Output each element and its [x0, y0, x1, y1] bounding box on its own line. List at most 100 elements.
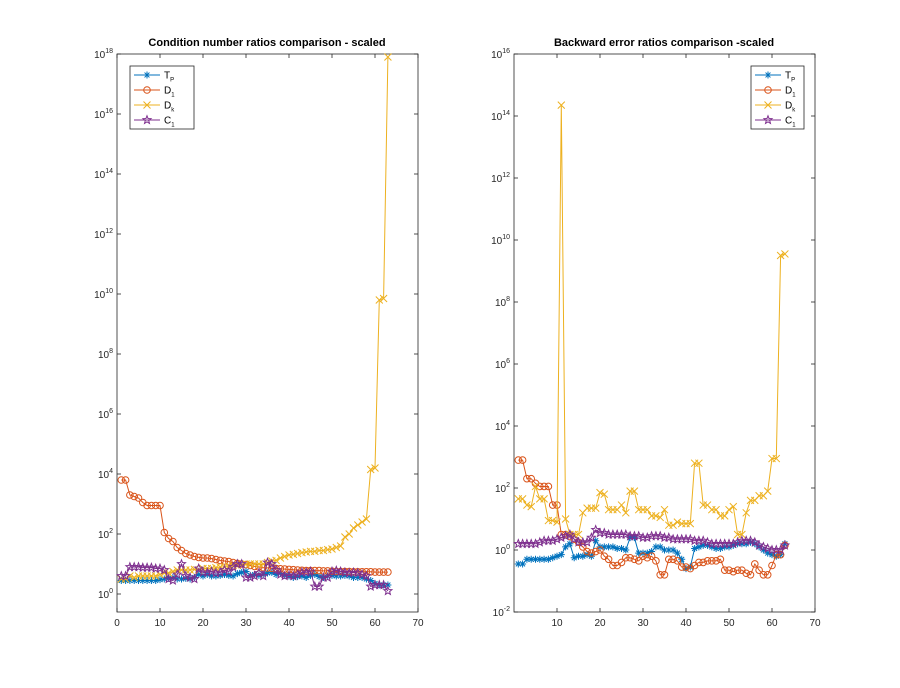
data-point	[229, 572, 237, 580]
series-pentagram	[512, 524, 791, 555]
data-point	[598, 527, 610, 538]
y-tick-label: 1016	[94, 108, 113, 121]
data-point	[156, 576, 164, 584]
data-point	[227, 561, 239, 572]
data-point	[176, 558, 187, 569]
data-point	[379, 294, 388, 303]
data-point	[656, 513, 665, 522]
data-point	[699, 541, 707, 549]
data-point	[147, 501, 156, 510]
data-point	[139, 577, 147, 584]
data-point	[251, 571, 259, 578]
data-point	[753, 539, 765, 550]
data-point	[673, 557, 682, 565]
chart-title: Backward error ratios comparison -scaled	[554, 37, 774, 49]
data-point	[160, 528, 169, 537]
data-point	[536, 555, 544, 563]
data-point	[298, 572, 306, 580]
data-point	[536, 482, 544, 491]
x-tick-label: 40	[283, 618, 295, 629]
data-point	[180, 570, 192, 581]
data-point	[742, 508, 751, 517]
data-point	[708, 557, 716, 565]
y-tick-label: 104	[495, 420, 510, 433]
data-point	[531, 482, 540, 491]
y-tick-label: 100	[495, 544, 510, 557]
legend-box	[129, 65, 195, 130]
data-point	[343, 567, 355, 578]
data-point	[147, 577, 155, 584]
data-point	[557, 551, 565, 559]
data-point	[190, 574, 198, 581]
data-point	[553, 518, 561, 526]
data-point	[225, 557, 233, 566]
data-point	[716, 544, 724, 552]
data-point	[345, 572, 353, 580]
x-tick-label: 30	[240, 618, 252, 629]
data-point	[635, 549, 643, 557]
data-point	[720, 512, 729, 520]
data-point	[249, 570, 260, 581]
y-tick-label: 1016	[491, 48, 510, 61]
data-point	[214, 566, 226, 577]
y-tick-label: 108	[98, 348, 113, 361]
data-point	[622, 546, 630, 554]
data-point	[669, 555, 677, 564]
data-point	[591, 547, 600, 556]
legend-marker	[764, 71, 772, 79]
data-point	[371, 568, 379, 576]
data-point	[527, 555, 535, 563]
x-tick-label: 0	[114, 618, 120, 629]
data-point	[184, 571, 196, 583]
data-point	[366, 465, 375, 474]
data-point	[643, 549, 651, 557]
data-point	[660, 505, 669, 514]
data-point	[626, 553, 634, 562]
data-point	[120, 570, 131, 581]
data-point	[776, 251, 785, 260]
y-tick-label: 106	[98, 408, 113, 421]
data-point	[643, 553, 652, 562]
data-point	[203, 554, 212, 562]
x-tick-label: 20	[594, 618, 606, 629]
data-point	[358, 518, 366, 526]
data-point	[262, 556, 273, 568]
data-point	[596, 488, 604, 497]
data-point	[264, 569, 271, 577]
y-tick-label: 100	[98, 588, 113, 601]
data-point	[384, 581, 392, 589]
data-point	[652, 557, 660, 565]
legend-marker	[143, 101, 151, 109]
data-point	[746, 571, 755, 579]
data-point	[130, 577, 138, 584]
data-point	[673, 549, 681, 557]
data-point	[126, 491, 134, 499]
data-point	[122, 577, 130, 584]
x-tick-label: 20	[197, 618, 209, 629]
data-point	[682, 565, 690, 573]
data-point	[337, 572, 345, 580]
x-tick-label: 50	[723, 618, 735, 629]
data-point	[160, 575, 168, 583]
data-point	[328, 545, 336, 553]
axes-frame	[513, 53, 816, 613]
data-point	[548, 516, 557, 525]
data-point	[540, 494, 548, 503]
data-point	[530, 538, 541, 549]
data-point	[163, 573, 174, 584]
data-point	[751, 560, 759, 568]
data-point	[287, 570, 299, 581]
data-point	[275, 568, 286, 580]
data-point	[575, 552, 582, 560]
backward-error-chart: Backward error ratios comparison -scaled…	[491, 37, 821, 629]
data-point	[652, 543, 660, 551]
data-point	[117, 577, 125, 584]
data-point	[143, 501, 151, 510]
data-point	[691, 544, 699, 552]
y-tick-label: 104	[98, 468, 113, 481]
data-point	[238, 568, 246, 576]
data-point	[605, 543, 613, 551]
data-point	[305, 565, 316, 577]
x-tick-label: 10	[551, 618, 563, 629]
data-point	[708, 543, 716, 551]
